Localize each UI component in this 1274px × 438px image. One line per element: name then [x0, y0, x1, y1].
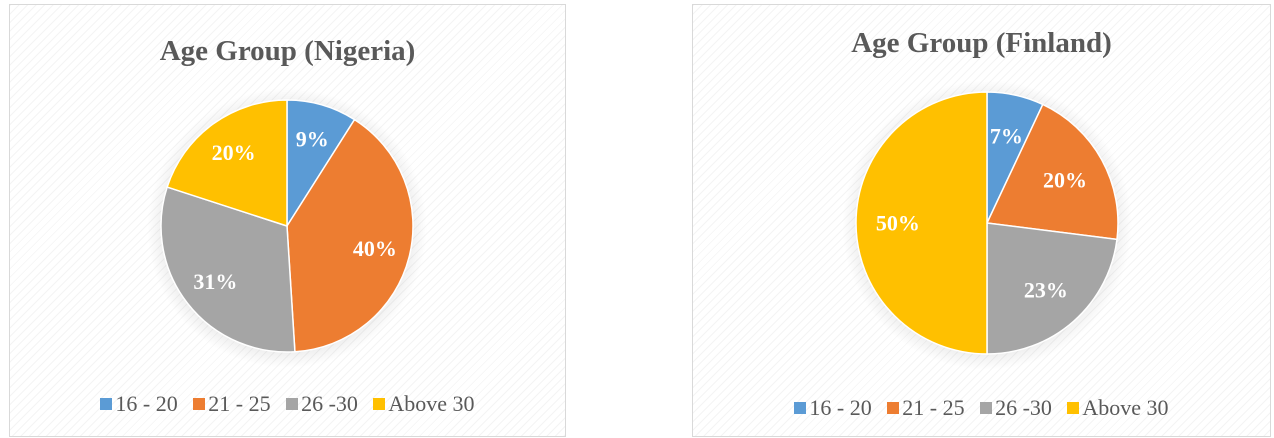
legend-swatch [887, 402, 900, 414]
data-label-16-20: 9% [296, 126, 329, 151]
legend-item-above-30: Above 30 [373, 391, 475, 417]
legend-swatch [794, 402, 807, 414]
chart-title: Age Group (Finland) [851, 27, 1112, 59]
legend-swatch [100, 398, 113, 410]
data-label-above-30: 50% [876, 211, 920, 236]
data-label-16-20: 7% [990, 124, 1023, 149]
pie-slice-21-25 [985, 103, 1119, 241]
data-label-21-25: 40% [353, 236, 397, 261]
chart-panel-finland: 7% 20% 23% 50% Age Group (Finland) 16 - 20 … [692, 4, 1271, 437]
legend-swatch [286, 398, 299, 410]
legend: 16 - 20 21 - 25 26 -30 Above 30 [693, 395, 1270, 421]
pie-chart-finland: 7% 20% 23% 50% [842, 80, 1132, 370]
legend-item-21-25: 21 - 25 [887, 395, 965, 421]
legend: 16 - 20 21 - 25 26 -30 Above 30 [10, 391, 565, 417]
pie-slice-above-30 [166, 99, 288, 228]
legend-swatch [980, 402, 993, 414]
legend-label: 16 - 20 [115, 391, 178, 416]
pie-slice-26-30 [160, 186, 296, 353]
pie-chart-nigeria: 9% 40% 31% 20% [147, 88, 427, 368]
legend-label: 21 - 25 [208, 391, 271, 416]
legend-label: 26 -30 [995, 395, 1052, 420]
chart-panel-nigeria: 9% 40% 31% 20% Age Group (Nigeria) 16 - 20 … [9, 4, 566, 437]
pie-slice-26-30 [986, 222, 1118, 355]
pie-slice-above-30 [855, 91, 988, 355]
legend-swatch [373, 398, 386, 410]
legend-label: 26 -30 [301, 391, 358, 416]
legend-item-above-30: Above 30 [1067, 395, 1169, 421]
data-label-above-30: 20% [212, 140, 256, 165]
legend-swatch [193, 398, 206, 410]
legend-item-26-30: 26 -30 [980, 395, 1052, 421]
legend-swatch [1067, 402, 1080, 414]
legend-item-16-20: 16 - 20 [100, 391, 178, 417]
legend-item-21-25: 21 - 25 [193, 391, 271, 417]
data-label-26-30: 31% [193, 269, 237, 294]
legend-label: 16 - 20 [809, 395, 872, 420]
pie-slice-21-25 [286, 118, 414, 353]
data-label-26-30: 23% [1024, 277, 1068, 302]
legend-label: Above 30 [388, 391, 475, 416]
legend-label: 21 - 25 [902, 395, 965, 420]
legend-label: Above 30 [1082, 395, 1169, 420]
data-label-21-25: 20% [1043, 168, 1087, 193]
legend-item-26-30: 26 -30 [286, 391, 358, 417]
legend-item-16-20: 16 - 20 [794, 395, 872, 421]
chart-title: Age Group (Nigeria) [159, 35, 416, 67]
